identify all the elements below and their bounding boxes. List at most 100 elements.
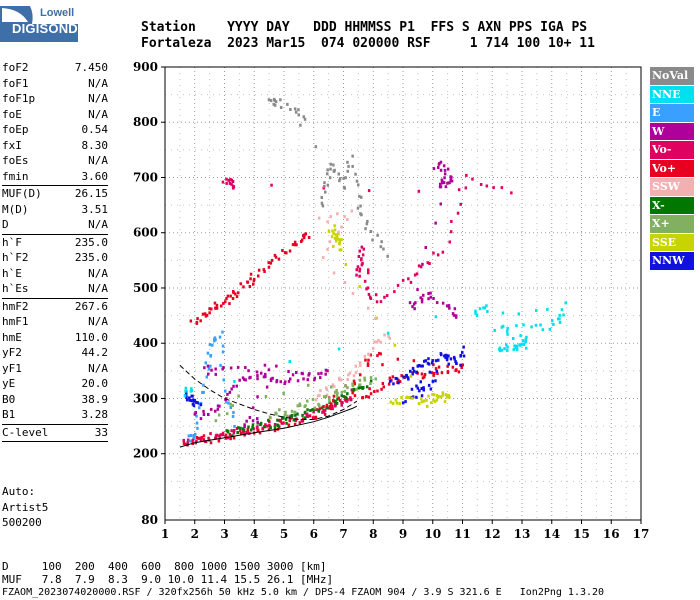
echo-point (514, 346, 517, 350)
echo-point (300, 238, 304, 242)
echo-point (301, 417, 305, 421)
echo-point (239, 282, 243, 286)
echo-point (233, 380, 236, 383)
echo-point (337, 230, 340, 234)
echo-point (269, 99, 273, 103)
echo-point (422, 388, 425, 392)
echo-point (249, 428, 253, 432)
echo-point (185, 442, 188, 446)
echo-point (346, 218, 349, 221)
echo-point (404, 400, 407, 404)
echo-point (284, 410, 287, 414)
echo-point (515, 324, 518, 328)
echo-point (353, 394, 357, 398)
echo-point (411, 305, 414, 309)
echo-point (326, 220, 329, 224)
echo-point (276, 418, 279, 422)
x-tick-label: 17 (633, 527, 650, 541)
echo-point (313, 406, 317, 410)
param-value: 235.0 (74, 251, 108, 264)
echo-point (366, 286, 370, 290)
echo-point (427, 297, 430, 301)
echo-point (432, 297, 435, 300)
echo-point (224, 434, 227, 438)
echo-point (459, 354, 462, 358)
echo-point (264, 372, 267, 376)
legend-nne-swatch: NNE (650, 85, 694, 103)
echo-point (539, 323, 542, 327)
echo-point (209, 364, 212, 368)
echo-point (295, 243, 298, 247)
param-value: N/A (88, 315, 108, 328)
echo-point (534, 323, 538, 327)
echo-point (329, 407, 333, 411)
echo-point (367, 395, 371, 399)
echo-point (380, 387, 383, 391)
echo-point (274, 255, 278, 259)
echo-point (428, 370, 432, 374)
echo-point (388, 336, 391, 340)
echo-point (411, 396, 414, 400)
echo-point (367, 358, 370, 362)
echo-point (456, 211, 460, 215)
echo-point (279, 98, 282, 102)
echo-point (326, 247, 329, 251)
echo-point (416, 288, 419, 292)
echo-point (350, 388, 354, 392)
echo-point (368, 295, 372, 299)
echo-point (485, 304, 488, 308)
echo-point (376, 233, 379, 237)
echo-point (228, 433, 232, 436)
echo-point (243, 425, 246, 429)
echo-point (505, 329, 509, 333)
param-label: hmE (2, 330, 22, 344)
echo-point (449, 178, 452, 182)
echo-point (294, 110, 298, 114)
echo-point (317, 372, 320, 376)
y-tick-label: 800 (133, 115, 158, 129)
echo-point (203, 312, 207, 316)
footer-info: FZAOM_2023074020000.RSF / 320fx256h 50 k… (2, 587, 605, 598)
echo-point (363, 376, 366, 380)
param-value: 267.6 (74, 299, 108, 313)
echo-point (437, 358, 440, 362)
echo-point (447, 354, 450, 358)
echo-point (420, 364, 423, 368)
param-label: hmF2 (2, 299, 29, 313)
echo-point (352, 379, 356, 383)
echo-point (247, 369, 250, 373)
echo-point (358, 249, 361, 253)
param-row: hmE 110.0 (2, 330, 108, 346)
echo-point (269, 261, 273, 265)
echo-point (274, 100, 278, 104)
echo-point (234, 292, 237, 296)
echo-point (417, 189, 421, 193)
echo-point (343, 281, 347, 284)
param-row: B1 3.28 (2, 407, 108, 423)
echo-point (214, 306, 218, 310)
echo-point (354, 172, 357, 176)
echo-point (330, 402, 333, 406)
echo-point (465, 173, 468, 177)
model-trace-curve (179, 364, 358, 420)
echo-point (322, 256, 325, 260)
echo-point (410, 387, 414, 391)
echo-point (206, 351, 210, 355)
echo-point (251, 426, 254, 429)
echo-point (267, 368, 271, 372)
echo-point (199, 436, 202, 440)
echo-point (281, 421, 285, 425)
echo-point (214, 409, 217, 413)
echo-point (351, 291, 355, 295)
echo-point (483, 306, 486, 310)
echo-point (242, 430, 245, 434)
echo-point (438, 395, 441, 399)
echo-point (449, 230, 453, 234)
echo-point (336, 391, 339, 395)
param-label: h`F (2, 235, 22, 249)
echo-point (224, 436, 228, 440)
echo-point (501, 311, 505, 315)
param-label: fxI (2, 138, 22, 152)
echo-point (193, 398, 196, 402)
echo-point (236, 365, 240, 369)
